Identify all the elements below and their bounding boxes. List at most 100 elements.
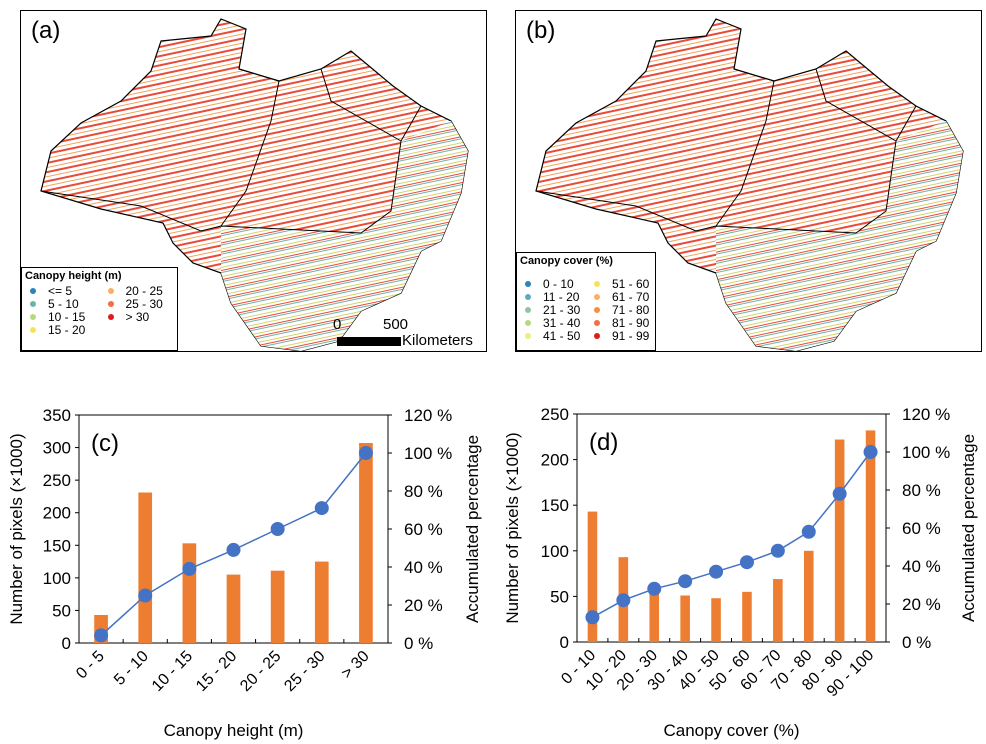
legend-swatch xyxy=(30,287,36,294)
x-axis-label: Canopy height (m) xyxy=(164,721,304,740)
y2-tick-label: 20 % xyxy=(902,595,941,614)
legend-item: 5 - 10 xyxy=(22,297,100,311)
y-tick-label: 50 xyxy=(52,601,71,620)
y-tick-label: 250 xyxy=(541,405,569,424)
legend-swatch xyxy=(525,306,531,313)
y-tick-label: 50 xyxy=(550,587,569,606)
line-point xyxy=(832,486,847,501)
cumulative-line xyxy=(592,451,872,618)
map-graphic xyxy=(535,18,964,352)
y-axis-label: Number of pixels (×1000) xyxy=(7,433,26,624)
legend-item: 10 - 15 xyxy=(22,310,100,324)
x-axis-label: Canopy cover (%) xyxy=(663,721,799,740)
y2-tick-label: 0 % xyxy=(404,634,433,653)
legend-item: 41 - 50 xyxy=(517,328,586,343)
y2-tick-label: 40 % xyxy=(902,557,941,576)
legend-label: > 30 xyxy=(125,309,150,324)
y2-tick-label: 40 % xyxy=(404,558,443,577)
line-point xyxy=(616,593,631,608)
legend-item: 31 - 40 xyxy=(517,315,586,330)
legend-item: 0 - 10 xyxy=(517,277,586,291)
y-tick-label: 100 xyxy=(43,569,71,588)
line-point xyxy=(739,555,754,570)
legend-item: 15 - 20 xyxy=(22,323,100,337)
bar xyxy=(314,561,329,643)
state-border xyxy=(40,190,362,234)
bar xyxy=(359,443,373,643)
bar xyxy=(834,439,845,642)
legend-label: 91 - 99 xyxy=(612,328,650,343)
bar xyxy=(680,595,690,642)
legend-item: <= 5 xyxy=(22,283,100,298)
y-tick-label: 0 xyxy=(560,633,569,652)
bar xyxy=(587,511,598,642)
legend-swatch xyxy=(30,300,36,307)
canopy-cover-chart: 0 50 100 150 200 250 0 % 20 % 40 % 60 % 80 % 100 % 1… xyxy=(503,405,978,740)
legend-label: 11 - 20 xyxy=(543,289,580,304)
legend-item: 91 - 99 xyxy=(586,328,655,343)
legend-label: 41 - 50 xyxy=(543,328,581,343)
legend-label: 21 - 30 xyxy=(543,302,581,317)
panel-label: (d) xyxy=(589,429,618,456)
line-point xyxy=(94,628,109,643)
legend-title: Canopy height (m) xyxy=(25,270,122,282)
state-border xyxy=(535,190,857,234)
line-point xyxy=(801,524,816,539)
southern-region xyxy=(221,121,468,351)
bar xyxy=(138,492,153,643)
y2-tick-label: 80 % xyxy=(404,482,443,501)
map-graphic xyxy=(40,18,469,352)
legend-label: 31 - 40 xyxy=(543,315,581,330)
y-tick-label: 200 xyxy=(541,451,569,470)
legend-swatch xyxy=(107,287,114,294)
scale-start: 0 xyxy=(333,316,342,333)
y-tick-label: 100 xyxy=(541,542,569,561)
line-point xyxy=(182,561,197,576)
bar xyxy=(803,550,814,642)
legend-swatch xyxy=(107,300,114,307)
canopy-cover-map: (b) Canopy cover (%) 0 - 10 11 - 20 21 - 3… xyxy=(515,10,982,352)
legend-item: 20 - 25 xyxy=(100,284,178,298)
line-point xyxy=(585,610,600,625)
y-tick-label: 300 xyxy=(43,439,71,458)
legend-item: 21 - 30 xyxy=(517,302,586,317)
state-border xyxy=(733,68,775,82)
y2-tick-label: 60 % xyxy=(404,520,443,539)
legend-label: 81 - 90 xyxy=(612,315,650,330)
bar xyxy=(649,584,660,642)
state-border xyxy=(715,80,775,227)
line-point xyxy=(709,564,724,579)
state-border xyxy=(320,68,402,142)
x-tick-label: 25 - 30 xyxy=(281,648,328,695)
canopy-height-chart: 0 50 100 150 200 250 300 350 0 % 20 % 40 % 60 % 80 %… xyxy=(7,406,482,740)
legend-swatch xyxy=(594,319,600,326)
y2-tick-label: 0 % xyxy=(902,633,931,652)
legend-swatch xyxy=(594,280,600,287)
legend-label: 25 - 30 xyxy=(125,296,163,311)
southern-region xyxy=(716,121,963,351)
bar xyxy=(773,579,783,642)
x-tick-label: > 30 xyxy=(338,648,372,682)
y-tick-label: 200 xyxy=(43,504,71,523)
y-tick-label: 250 xyxy=(43,471,71,490)
bar xyxy=(270,570,285,643)
x-tick-label: 10 - 15 xyxy=(149,648,196,695)
y2-axis-label: Accumulated percentage xyxy=(959,434,978,622)
legend-item: 11 - 20 xyxy=(517,289,586,304)
line-point xyxy=(863,445,878,459)
state-border xyxy=(360,140,402,234)
legend-item: 51 - 60 xyxy=(586,277,655,291)
bar xyxy=(182,543,197,643)
legend-swatch xyxy=(30,326,36,333)
legend-label: <= 5 xyxy=(48,283,73,298)
x-tick-label: 15 - 20 xyxy=(193,648,240,695)
y2-tick-label: 60 % xyxy=(902,519,941,538)
legend-swatch xyxy=(525,319,531,326)
legend-swatch xyxy=(30,313,36,320)
legend-item: 61 - 70 xyxy=(586,290,655,304)
state-border xyxy=(855,140,897,234)
state-border xyxy=(895,105,917,142)
bar xyxy=(226,574,241,643)
legend-item: 25 - 30 xyxy=(100,296,178,311)
